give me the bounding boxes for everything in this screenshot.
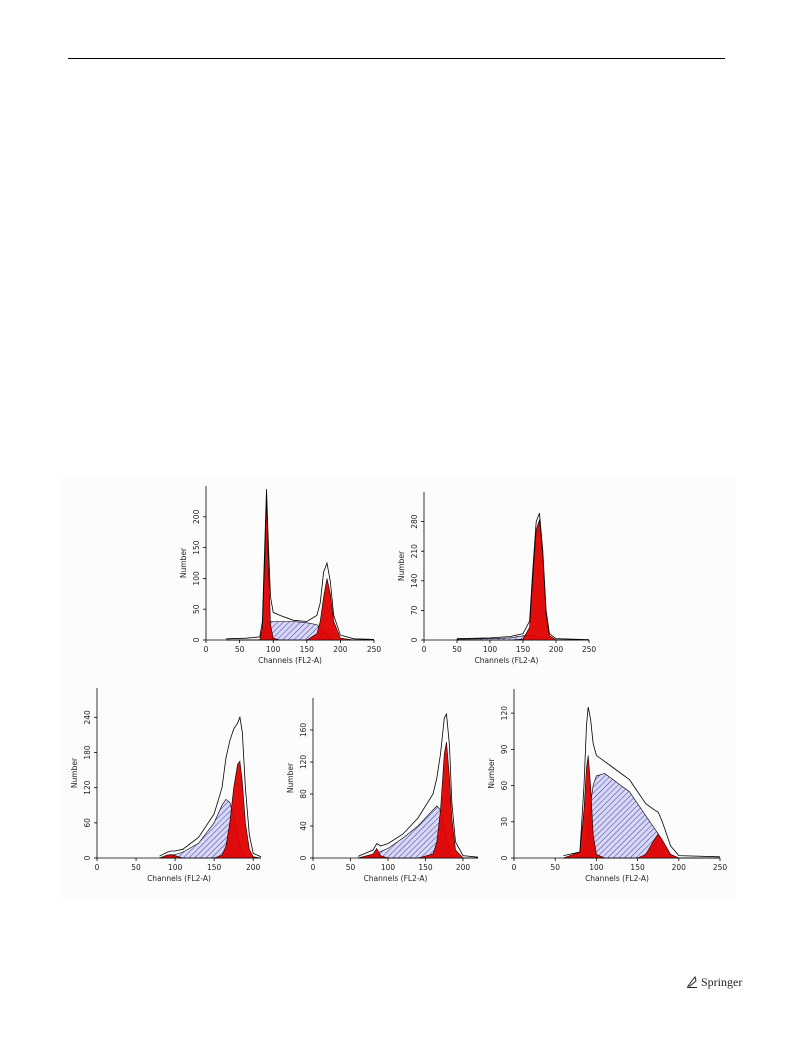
x-tick-label: 100 bbox=[168, 863, 183, 872]
x-tick-label: 100 bbox=[589, 863, 604, 872]
x-tick-label: 200 bbox=[549, 645, 564, 654]
x-tick-label: 250 bbox=[367, 645, 382, 654]
y-tick-label: 140 bbox=[410, 573, 419, 588]
y-axis-label: Number bbox=[70, 757, 79, 788]
x-tick-label: 50 bbox=[452, 645, 462, 654]
peak-area bbox=[159, 760, 262, 859]
publisher-footer: Springer bbox=[686, 975, 742, 990]
x-axis-label: Channels (FL2-A) bbox=[475, 656, 539, 665]
x-tick-label: 150 bbox=[300, 645, 315, 654]
publisher-name: Springer bbox=[701, 975, 743, 989]
histogram-line bbox=[159, 715, 262, 858]
y-axis-label: Number bbox=[179, 547, 188, 578]
y-tick-label: 210 bbox=[410, 544, 419, 559]
y-tick-label: 60 bbox=[500, 781, 509, 791]
y-tick-label: 0 bbox=[500, 855, 509, 860]
x-tick-label: 150 bbox=[630, 863, 645, 872]
x-axis-label: Channels (FL2-A) bbox=[364, 874, 428, 883]
y-tick-label: 50 bbox=[192, 604, 201, 614]
y-tick-label: 120 bbox=[299, 755, 308, 770]
x-axis-label: Channels (FL2-A) bbox=[585, 874, 649, 883]
histogram-line bbox=[456, 512, 590, 640]
x-tick-label: 100 bbox=[483, 645, 498, 654]
x-tick-label: 150 bbox=[207, 863, 222, 872]
y-tick-label: 200 bbox=[192, 509, 201, 524]
y-tick-label: 0 bbox=[299, 855, 308, 860]
x-tick-label: 0 bbox=[422, 645, 427, 654]
y-tick-label: 0 bbox=[192, 637, 201, 642]
y-tick-label: 240 bbox=[83, 710, 92, 725]
x-tick-label: 50 bbox=[235, 645, 245, 654]
peak-area bbox=[358, 741, 478, 859]
peak-area bbox=[457, 519, 589, 641]
x-tick-label: 0 bbox=[95, 863, 100, 872]
x-tick-label: 200 bbox=[333, 645, 348, 654]
y-tick-label: 280 bbox=[410, 514, 419, 529]
histogram-line bbox=[563, 707, 721, 858]
y-axis-label: Number bbox=[397, 550, 406, 581]
x-tick-label: 150 bbox=[418, 863, 433, 872]
x-tick-label: 250 bbox=[582, 645, 597, 654]
y-tick-label: 30 bbox=[500, 817, 509, 827]
y-tick-label: 180 bbox=[83, 745, 92, 760]
x-tick-label: 50 bbox=[131, 863, 141, 872]
x-tick-label: 50 bbox=[346, 863, 356, 872]
x-tick-label: 250 bbox=[713, 863, 728, 872]
x-tick-label: 50 bbox=[550, 863, 560, 872]
x-tick-label: 0 bbox=[204, 645, 209, 654]
x-axis-label: Channels (FL2-A) bbox=[258, 656, 322, 665]
y-tick-label: 100 bbox=[192, 571, 201, 586]
publisher-logo bbox=[686, 975, 697, 988]
y-tick-label: 90 bbox=[500, 744, 509, 754]
y-tick-label: 80 bbox=[299, 789, 308, 799]
x-tick-label: 100 bbox=[381, 863, 396, 872]
y-tick-label: 120 bbox=[83, 780, 92, 795]
histogram-line bbox=[226, 489, 375, 640]
y-tick-label: 40 bbox=[299, 821, 308, 831]
x-axis-label: Channels (FL2-A) bbox=[147, 874, 211, 883]
y-tick-label: 0 bbox=[410, 637, 419, 642]
y-tick-label: 0 bbox=[83, 855, 92, 860]
x-tick-label: 200 bbox=[456, 863, 471, 872]
x-tick-label: 100 bbox=[266, 645, 281, 654]
x-tick-label: 0 bbox=[311, 863, 316, 872]
y-axis-label: Number bbox=[487, 758, 496, 789]
y-tick-label: 150 bbox=[192, 540, 201, 555]
peak-area bbox=[563, 833, 720, 859]
y-tick-label: 60 bbox=[83, 818, 92, 828]
y-axis-label: Number bbox=[286, 762, 295, 793]
x-tick-label: 150 bbox=[516, 645, 531, 654]
y-tick-label: 70 bbox=[410, 605, 419, 615]
histogram-line bbox=[357, 712, 479, 858]
y-tick-label: 160 bbox=[299, 723, 308, 738]
x-tick-label: 200 bbox=[672, 863, 687, 872]
peak-area bbox=[226, 578, 374, 641]
y-tick-label: 120 bbox=[500, 706, 509, 721]
x-tick-label: 0 bbox=[512, 863, 517, 872]
x-tick-label: 200 bbox=[246, 863, 261, 872]
